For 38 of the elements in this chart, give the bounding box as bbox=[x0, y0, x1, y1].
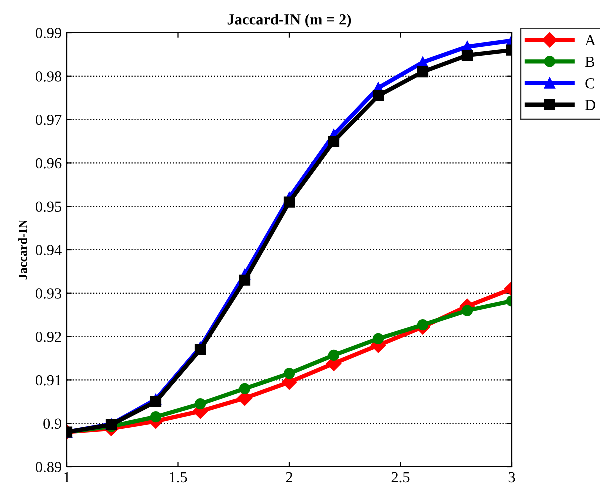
point bbox=[462, 50, 474, 62]
point bbox=[239, 274, 251, 286]
legend-label: C bbox=[586, 78, 594, 89]
x-tick-label: 1.5 bbox=[170, 472, 188, 483]
legend-label: B bbox=[586, 57, 595, 68]
x-tick-label: 2.5 bbox=[392, 472, 410, 483]
point bbox=[284, 368, 296, 380]
chart-title: Jaccard-IN (m = 2) bbox=[228, 14, 352, 28]
y-tick-label: 0.95 bbox=[36, 202, 62, 212]
point bbox=[150, 396, 162, 408]
y-axis-title: Jaccard-IN bbox=[18, 220, 28, 280]
y-tick-label: 0.97 bbox=[36, 114, 62, 126]
point bbox=[194, 344, 206, 356]
point bbox=[417, 320, 429, 331]
x-tick-label: 1 bbox=[64, 472, 70, 482]
point bbox=[284, 196, 296, 208]
x-tick-label: 2 bbox=[286, 472, 292, 482]
point bbox=[239, 383, 251, 394]
point bbox=[462, 305, 474, 316]
y-tick-label: 0.98 bbox=[36, 72, 62, 82]
y-tick-label: 0.92 bbox=[36, 332, 62, 342]
x-tick-label: 3 bbox=[508, 472, 516, 483]
y-tick-label: 0.91 bbox=[36, 375, 62, 386]
y-tick-label: 0.96 bbox=[36, 158, 62, 169]
point bbox=[417, 66, 429, 78]
legend-label: D bbox=[586, 100, 596, 110]
legend-label: A bbox=[585, 35, 596, 46]
point bbox=[150, 412, 162, 423]
y-tick-label: 0.89 bbox=[36, 462, 62, 473]
y-tick-label: 0.9 bbox=[44, 418, 62, 430]
y-tick-label: 0.93 bbox=[36, 288, 62, 299]
point bbox=[372, 333, 384, 345]
point bbox=[328, 350, 340, 362]
y-tick-label: 0.94 bbox=[36, 245, 62, 256]
point bbox=[194, 398, 206, 410]
y-tick-label: 0.99 bbox=[36, 28, 62, 39]
point bbox=[372, 90, 384, 102]
point bbox=[328, 136, 340, 148]
